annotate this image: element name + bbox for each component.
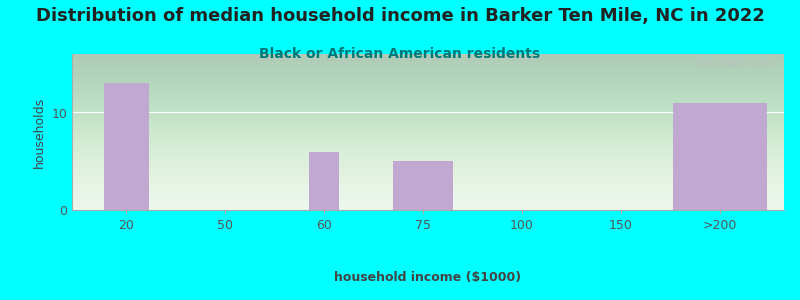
Bar — [104, 83, 149, 210]
Bar — [310, 152, 339, 210]
Text: Distribution of median household income in Barker Ten Mile, NC in 2022: Distribution of median household income … — [35, 8, 765, 26]
X-axis label: household income ($1000): household income ($1000) — [334, 271, 522, 284]
Bar — [673, 103, 766, 210]
Text: Black or African American residents: Black or African American residents — [259, 46, 541, 61]
Bar — [394, 161, 453, 210]
Y-axis label: households: households — [33, 96, 46, 168]
Text: City-Data.com: City-Data.com — [695, 59, 770, 69]
